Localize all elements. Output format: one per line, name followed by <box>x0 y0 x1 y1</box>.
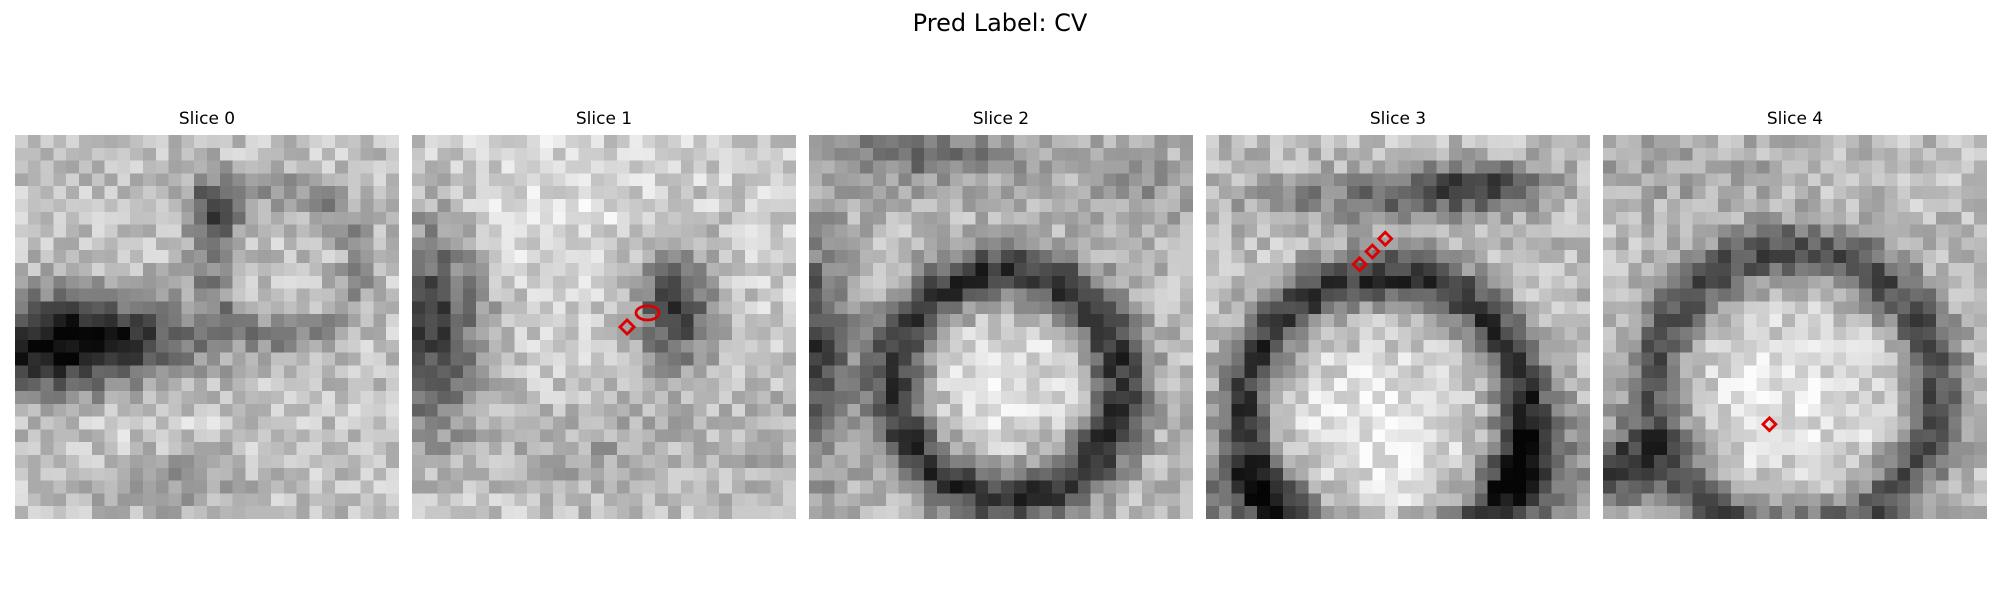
slice-image-2 <box>809 135 1193 519</box>
red-diamond-marker <box>1364 243 1381 260</box>
red-diamond-marker <box>1761 415 1778 433</box>
red-diamond-marker <box>1351 255 1368 273</box>
slice-title-1: Slice 1 <box>575 109 633 129</box>
red-diamond-marker <box>618 317 637 337</box>
slice-image-1 <box>412 135 796 519</box>
slice-title-0: Slice 0 <box>178 109 236 129</box>
figure-title: Pred Label: CV <box>912 9 1088 37</box>
slice-title-4: Slice 4 <box>1766 109 1824 129</box>
slice-image-4 <box>1603 135 1987 519</box>
slice-image-0 <box>15 135 399 519</box>
red-ellipse-marker <box>634 304 661 322</box>
slice-title-2: Slice 2 <box>972 109 1030 129</box>
red-diamond-marker <box>1376 230 1394 248</box>
slice-title-3: Slice 3 <box>1369 109 1427 129</box>
slice-image-3 <box>1206 135 1590 519</box>
